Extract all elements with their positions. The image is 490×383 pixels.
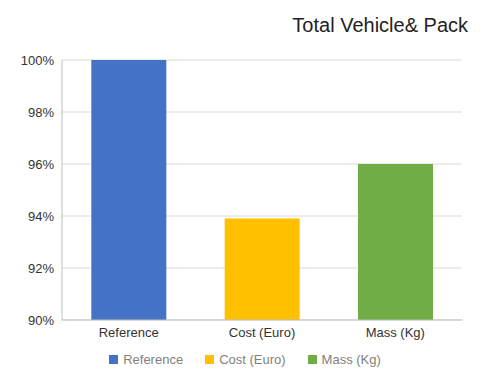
svg-text:96%: 96% <box>28 157 54 172</box>
svg-text:92%: 92% <box>28 261 54 276</box>
svg-text:90%: 90% <box>28 313 54 328</box>
svg-text:94%: 94% <box>28 209 54 224</box>
html-text:Cost (Euro): Cost (Euro) <box>219 352 286 367</box>
svg-text:Cost (Euro): Cost (Euro) <box>229 325 295 340</box>
svg-text:98%: 98% <box>28 105 54 120</box>
svg-text:100%: 100% <box>21 53 55 68</box>
html-text:Total Vehicle& Pack: Total Vehicle& Pack <box>292 14 468 36</box>
svg-text:Mass (Kg): Mass (Kg) <box>366 325 425 340</box>
html-text:Mass (Kg): Mass (Kg) <box>321 352 381 367</box>
html-text:Reference: Reference <box>123 352 184 367</box>
svg-text:Reference: Reference <box>99 325 159 340</box>
